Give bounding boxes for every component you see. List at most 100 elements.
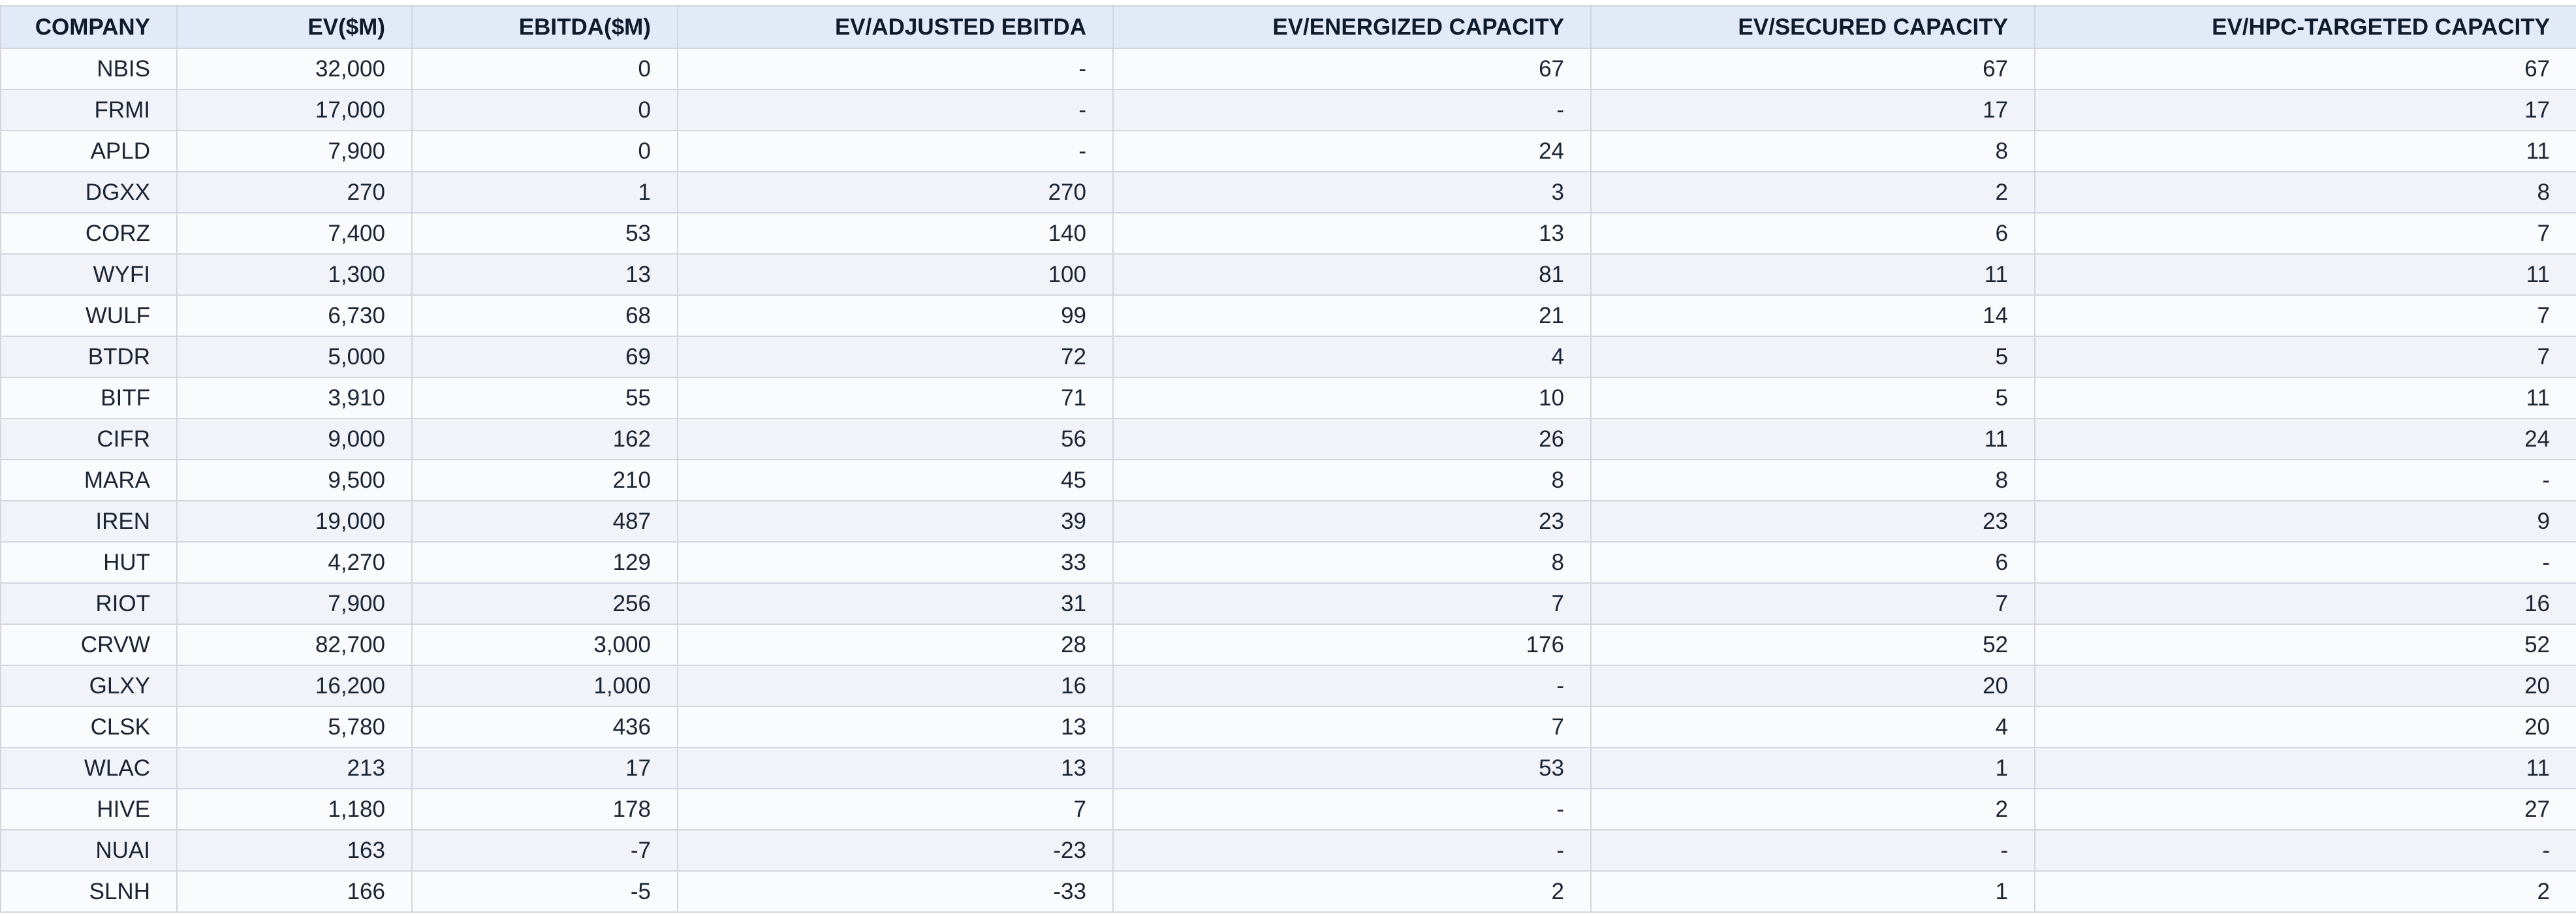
- value-cell: 436: [411, 706, 678, 748]
- company-ticker-cell: NBIS: [0, 48, 178, 90]
- value-cell: -: [2034, 829, 2576, 872]
- company-ticker-cell: WLAC: [0, 747, 178, 789]
- value-cell: 33: [677, 541, 1114, 584]
- value-cell: 23: [1112, 500, 1592, 543]
- value-cell: 24: [2034, 418, 2576, 460]
- value-cell: 8: [1590, 459, 2035, 501]
- value-cell: 213: [176, 747, 413, 789]
- value-cell: 14: [1590, 294, 2035, 337]
- value-cell: 11: [2034, 377, 2576, 419]
- company-ticker-cell: IREN: [0, 500, 178, 543]
- value-cell: -: [677, 48, 1114, 90]
- company-valuation-table: COMPANY EV($M) EBITDA($M) EV/ADJUSTED EBITD…: [0, 5, 2576, 913]
- column-header-ebitda-m: EBITDA($M): [411, 5, 678, 49]
- value-cell: -: [1112, 788, 1592, 830]
- value-cell: 0: [411, 130, 678, 172]
- value-cell: -23: [677, 829, 1114, 872]
- value-cell: 163: [176, 829, 413, 872]
- value-cell: 2: [1590, 788, 2035, 830]
- value-cell: 17: [411, 747, 678, 789]
- value-cell: 13: [677, 747, 1114, 789]
- value-cell: 7,900: [176, 582, 413, 625]
- company-ticker-cell: WYFI: [0, 253, 178, 296]
- value-cell: 6: [1590, 541, 2035, 584]
- value-cell: 1,300: [176, 253, 413, 296]
- value-cell: 52: [2034, 624, 2576, 666]
- value-cell: -: [677, 130, 1114, 172]
- table-row: BITF 3,910 55 71 10 5 11: [0, 377, 2576, 419]
- company-ticker-cell: MARA: [0, 459, 178, 501]
- value-cell: 9,500: [176, 459, 413, 501]
- value-cell: 487: [411, 500, 678, 543]
- company-ticker-cell: FRMI: [0, 89, 178, 131]
- table-row: APLD 7,900 0-24 8 11: [0, 130, 2576, 172]
- column-header-ev-energized-capacity: EV/ENERGIZED CAPACITY: [1112, 5, 1592, 49]
- value-cell: 67: [1590, 48, 2035, 90]
- value-cell: 5,780: [176, 706, 413, 748]
- value-cell: 11: [2034, 130, 2576, 172]
- value-cell: 31: [677, 582, 1114, 625]
- value-cell: 4,270: [176, 541, 413, 584]
- value-cell: 39: [677, 500, 1114, 543]
- company-ticker-cell: BTDR: [0, 336, 178, 378]
- value-cell: 20: [2034, 665, 2576, 707]
- value-cell: 7: [1112, 582, 1592, 625]
- value-cell: 23: [1590, 500, 2035, 543]
- value-cell: 256: [411, 582, 678, 625]
- value-cell: 45: [677, 459, 1114, 501]
- value-cell: 1: [1590, 747, 2035, 789]
- value-cell: -: [677, 89, 1114, 131]
- value-cell: 2: [1590, 171, 2035, 213]
- value-cell: -: [1590, 829, 2035, 872]
- value-cell: 11: [1590, 418, 2035, 460]
- table-row: CLSK 5,780 436 13 7 4 20: [0, 706, 2576, 748]
- company-ticker-cell: BITF: [0, 377, 178, 419]
- value-cell: -: [2034, 541, 2576, 584]
- value-cell: 3: [1112, 171, 1592, 213]
- value-cell: 3,000: [411, 624, 678, 666]
- value-cell: 7: [2034, 294, 2576, 337]
- table-row: CRVW 82,700 3,000 28 176 52 52: [0, 624, 2576, 666]
- value-cell: 7: [2034, 336, 2576, 378]
- value-cell: 3,910: [176, 377, 413, 419]
- value-cell: 13: [677, 706, 1114, 748]
- value-cell: 13: [411, 253, 678, 296]
- value-cell: 140: [677, 212, 1114, 255]
- value-cell: 16: [677, 665, 1114, 707]
- value-cell: 7: [677, 788, 1114, 830]
- column-header-ev-secured-capacity: EV/SECURED CAPACITY: [1590, 5, 2035, 49]
- value-cell: 1,000: [411, 665, 678, 707]
- value-cell: -: [1112, 89, 1592, 131]
- table-row: CIFR 9,000 162 56 26 11 24: [0, 418, 2576, 460]
- value-cell: 11: [2034, 253, 2576, 296]
- table-row: WLAC 213 17 13 53 1 11: [0, 747, 2576, 789]
- company-ticker-cell: RIOT: [0, 582, 178, 625]
- value-cell: 7: [2034, 212, 2576, 255]
- value-cell: -: [1112, 665, 1592, 707]
- value-cell: -: [2034, 459, 2576, 501]
- value-cell: 17: [1590, 89, 2035, 131]
- value-cell: 9,000: [176, 418, 413, 460]
- table-row: WULF 6,730 68 99 21 14 7: [0, 294, 2576, 337]
- company-ticker-cell: CORZ: [0, 212, 178, 255]
- value-cell: 9: [2034, 500, 2576, 543]
- value-cell: 7: [1112, 706, 1592, 748]
- column-header-ev-m: EV($M): [176, 5, 413, 49]
- value-cell: 1,180: [176, 788, 413, 830]
- value-cell: 11: [2034, 747, 2576, 789]
- value-cell: 32,000: [176, 48, 413, 90]
- value-cell: 26: [1112, 418, 1592, 460]
- table-row: NUAI 163 -7 -23- - -: [0, 829, 2576, 872]
- table-row: FRMI 17,000 0- -17 17: [0, 89, 2576, 131]
- company-ticker-cell: APLD: [0, 130, 178, 172]
- value-cell: 6: [1590, 212, 2035, 255]
- value-cell: 5: [1590, 336, 2035, 378]
- value-cell: 67: [2034, 48, 2576, 90]
- table-row: HUT 4,270 129 33 8 6-: [0, 541, 2576, 584]
- value-cell: 82,700: [176, 624, 413, 666]
- value-cell: 19,000: [176, 500, 413, 543]
- value-cell: 20: [2034, 706, 2576, 748]
- value-cell: 4: [1112, 336, 1592, 378]
- table-row: MARA 9,500 210 45 8 8-: [0, 459, 2576, 501]
